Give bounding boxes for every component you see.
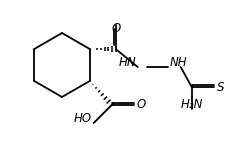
- Text: NH: NH: [169, 56, 186, 69]
- Text: HN: HN: [118, 56, 136, 69]
- Text: HO: HO: [73, 112, 91, 125]
- Text: H₂N: H₂N: [180, 98, 202, 111]
- Text: O: O: [111, 22, 120, 35]
- Text: S: S: [216, 80, 223, 93]
- Text: O: O: [136, 98, 145, 111]
